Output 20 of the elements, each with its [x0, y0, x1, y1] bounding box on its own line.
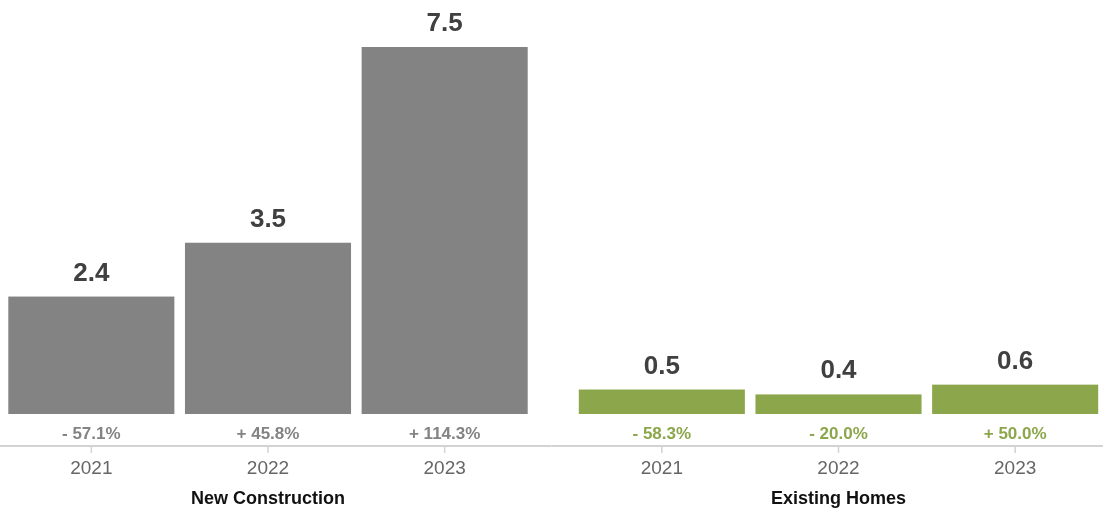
x-tick-label: 2021 — [640, 457, 683, 478]
data-label: 0.6 — [997, 344, 1034, 375]
data-label: 3.5 — [249, 202, 287, 233]
data-label: 0.5 — [643, 349, 680, 380]
x-tick-label: 2021 — [70, 457, 113, 478]
x-axis-title: New Construction — [190, 488, 346, 508]
annotation: - 20.0% — [809, 424, 868, 443]
data-label: 7.5 — [426, 7, 463, 37]
annotation: + 50.0% — [983, 424, 1047, 443]
annotation: + 114.3% — [408, 424, 481, 443]
x-axis-title: Existing Homes — [770, 488, 907, 508]
annotation: - 58.3% — [632, 424, 692, 443]
x-tick-label: 2022 — [246, 457, 290, 478]
annotation: + 45.8% — [236, 424, 300, 443]
x-tick-label: 2022 — [817, 457, 860, 478]
data-label: 2.4 — [73, 256, 110, 287]
x-tick-label: 2023 — [423, 457, 466, 478]
x-tick-label: 2023 — [994, 457, 1037, 478]
annotation: - 57.1% — [62, 424, 121, 443]
data-label: 0.4 — [820, 354, 858, 385]
